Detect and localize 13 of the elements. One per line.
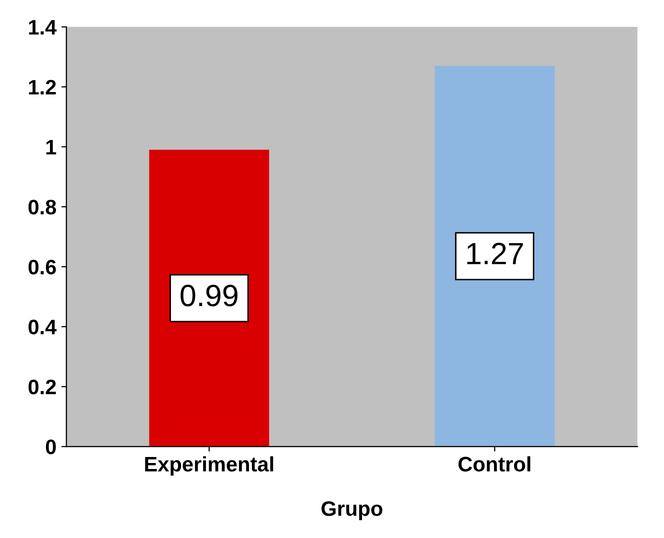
data-label: 1.27 <box>467 242 523 264</box>
x-axis-title: Grupo <box>322 501 382 520</box>
y-tick-label: 0.4 <box>28 320 57 334</box>
y-tick-label: 0.6 <box>28 260 56 274</box>
y-tick-label: 0.2 <box>28 380 56 394</box>
y-tick-label: 0 <box>46 440 56 454</box>
x-tick-label: Control <box>458 456 530 472</box>
y-tick-label: 1 <box>46 140 56 154</box>
data-label: 0.99 <box>180 284 238 306</box>
x-tick-label: Experimental <box>145 456 274 476</box>
y-tick-label: 1.4 <box>29 20 57 34</box>
y-tick-label: 0.8 <box>28 200 56 214</box>
y-tick-label: 1.2 <box>29 80 56 94</box>
